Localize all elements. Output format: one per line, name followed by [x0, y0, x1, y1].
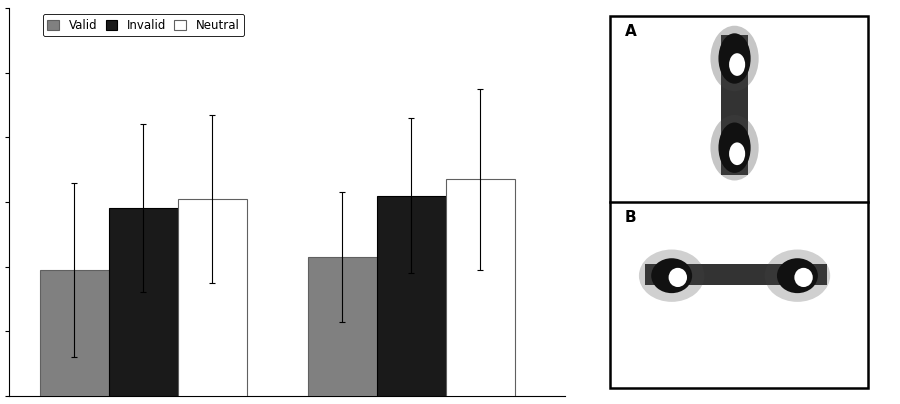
- Bar: [308, 257, 377, 396]
- Ellipse shape: [710, 26, 759, 91]
- Legend: Valid, Invalid, Neutral: Valid, Invalid, Neutral: [42, 14, 244, 36]
- Bar: [177, 199, 247, 396]
- Bar: [645, 264, 827, 285]
- Ellipse shape: [718, 122, 751, 173]
- Ellipse shape: [777, 258, 818, 293]
- Bar: [610, 16, 868, 388]
- Ellipse shape: [639, 250, 705, 302]
- Ellipse shape: [710, 115, 759, 181]
- Ellipse shape: [795, 268, 813, 287]
- Ellipse shape: [652, 258, 692, 293]
- Bar: [109, 208, 177, 396]
- Ellipse shape: [729, 142, 745, 165]
- Bar: [722, 35, 748, 175]
- Bar: [40, 270, 109, 396]
- Text: B: B: [625, 210, 636, 225]
- Bar: [377, 196, 446, 396]
- Ellipse shape: [669, 268, 687, 287]
- Ellipse shape: [729, 53, 745, 76]
- Ellipse shape: [718, 33, 751, 84]
- Ellipse shape: [765, 250, 830, 302]
- Text: A: A: [625, 23, 636, 39]
- Bar: [446, 179, 515, 396]
